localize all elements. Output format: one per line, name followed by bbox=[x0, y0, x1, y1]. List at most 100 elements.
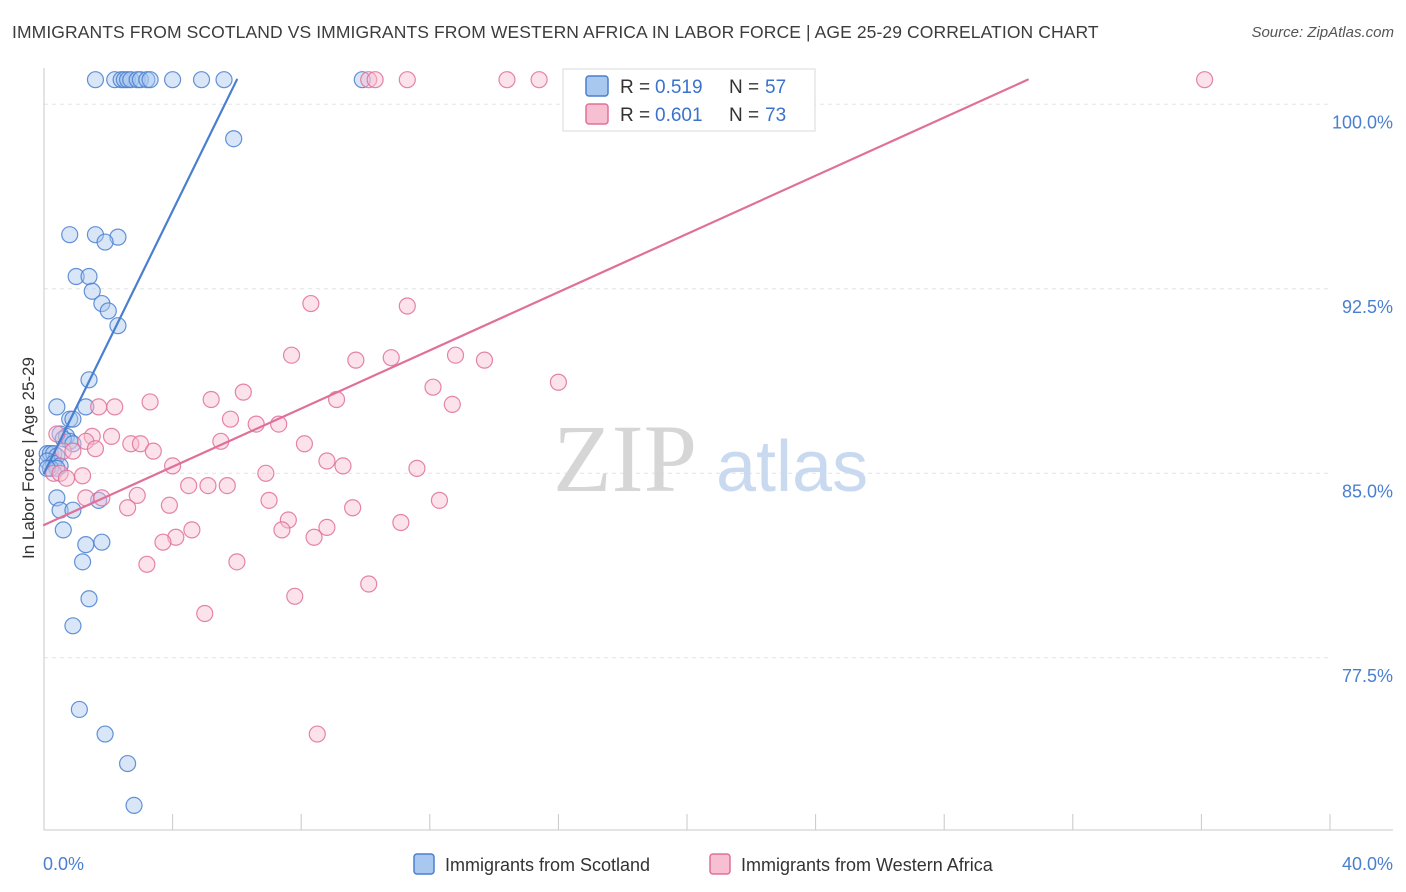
western-africa-point bbox=[180, 476, 198, 495]
western-africa-point bbox=[167, 528, 185, 546]
western-africa-point bbox=[257, 464, 275, 482]
stats-swatch-western-africa bbox=[585, 103, 609, 125]
western-africa-point bbox=[154, 533, 172, 551]
western-africa-point bbox=[64, 442, 82, 460]
western-africa-point bbox=[430, 491, 449, 509]
trend-layer bbox=[42, 78, 1029, 527]
western-africa-point bbox=[424, 378, 442, 396]
y-tick-label: 77.5% bbox=[1342, 666, 1393, 686]
scotland-point bbox=[64, 617, 82, 635]
western-africa-point bbox=[102, 427, 121, 445]
grid-layer bbox=[44, 103, 1330, 659]
western-africa-point bbox=[138, 555, 156, 573]
scotland-point bbox=[118, 754, 137, 773]
scotland-point bbox=[73, 553, 92, 571]
legend-swatch-scotland bbox=[413, 853, 435, 875]
western-africa-point bbox=[128, 486, 146, 505]
western-africa-point bbox=[334, 457, 352, 475]
western-africa-point bbox=[1196, 71, 1214, 89]
stats-r-value-scotland: 0.519 bbox=[655, 77, 703, 98]
x-tick-label: 0.0% bbox=[43, 854, 84, 874]
watermark-zip: ZIP bbox=[553, 405, 697, 512]
y-tick-label: 100.0% bbox=[1332, 112, 1393, 132]
scotland-point bbox=[77, 398, 95, 416]
western-africa-point bbox=[122, 435, 140, 453]
western-africa-point bbox=[118, 499, 137, 517]
y-tick-label: 85.0% bbox=[1342, 481, 1393, 501]
scotland-point bbox=[93, 533, 111, 551]
scotland-point bbox=[109, 228, 127, 246]
western-africa-trend-line bbox=[42, 78, 1029, 527]
stats-swatch-scotland bbox=[585, 75, 609, 97]
legend-label-scotland: Immigrants from Scotland bbox=[445, 855, 650, 875]
scotland-point bbox=[70, 700, 88, 719]
stats-n-label-scotland: N = bbox=[729, 77, 759, 98]
western-africa-point bbox=[196, 604, 214, 623]
x-tick-label: 40.0% bbox=[1342, 854, 1393, 874]
scotland-point bbox=[353, 71, 371, 89]
stats-legend: R = 0.519 N = 57 R = 0.601 N = 73 bbox=[562, 68, 816, 132]
western-africa-point bbox=[57, 469, 76, 487]
western-africa-point bbox=[86, 440, 105, 458]
western-africa-point bbox=[382, 349, 400, 367]
scotland-point bbox=[54, 521, 72, 539]
stats-r-label-scotland: R = bbox=[620, 77, 650, 98]
axis-layer: 100.0% 92.5% 85.0% 77.5% 0.0% 40.0% bbox=[43, 68, 1393, 874]
western-africa-point bbox=[366, 71, 384, 89]
western-africa-point bbox=[302, 294, 320, 313]
western-africa-point bbox=[392, 513, 410, 532]
western-africa-point bbox=[549, 373, 568, 391]
stats-n-value-scotland: 57 bbox=[765, 77, 786, 98]
y-tick-label: 92.5% bbox=[1342, 297, 1393, 317]
stats-r-value-western-africa: 0.601 bbox=[655, 105, 703, 126]
western-africa-point bbox=[398, 71, 416, 89]
scotland-point bbox=[96, 233, 114, 251]
western-africa-point bbox=[308, 725, 326, 743]
western-africa-point bbox=[347, 351, 365, 369]
western-africa-point bbox=[446, 346, 465, 364]
western-africa-point bbox=[199, 476, 217, 495]
scotland-point bbox=[215, 71, 233, 89]
scotland-point bbox=[125, 796, 143, 814]
western-africa-point bbox=[398, 297, 416, 315]
western-africa-point bbox=[260, 491, 278, 509]
stats-n-label-western-africa: N = bbox=[729, 105, 759, 126]
western-africa-point bbox=[160, 496, 178, 514]
scotland-point bbox=[67, 267, 85, 286]
western-africa-point bbox=[221, 410, 240, 428]
western-africa-point bbox=[282, 346, 301, 364]
scotland-point bbox=[83, 282, 101, 300]
western-africa-point bbox=[73, 467, 92, 485]
western-africa-point bbox=[131, 435, 150, 453]
scotland-trend-line bbox=[42, 78, 238, 475]
legend-swatch-western-africa bbox=[709, 853, 731, 875]
scotland-point bbox=[48, 398, 66, 416]
scotland-point bbox=[99, 302, 117, 320]
western-africa-point bbox=[295, 435, 314, 453]
chart-title: IMMIGRANTS FROM SCOTLAND VS IMMIGRANTS F… bbox=[12, 22, 1099, 42]
western-africa-point bbox=[318, 452, 336, 470]
western-africa-point bbox=[344, 499, 362, 517]
scotland-point bbox=[96, 725, 114, 743]
western-africa-point bbox=[318, 518, 336, 537]
western-africa-point bbox=[305, 528, 323, 546]
western-africa-point bbox=[202, 390, 220, 409]
scotland-point bbox=[225, 130, 243, 148]
western-africa-point bbox=[234, 383, 252, 401]
stats-r-label-western-africa: R = bbox=[620, 105, 650, 126]
scotland-point bbox=[86, 71, 105, 89]
source-label: Source: ZipAtlas.com bbox=[1251, 24, 1394, 41]
western-africa-point bbox=[360, 575, 378, 593]
scotland-point bbox=[192, 71, 211, 89]
western-africa-point bbox=[228, 553, 246, 571]
watermark-atlas: atlas bbox=[716, 427, 868, 507]
scotland-point bbox=[77, 536, 95, 554]
scotland-point bbox=[80, 590, 98, 608]
western-africa-point bbox=[144, 442, 162, 460]
western-africa-point bbox=[218, 476, 236, 495]
bottom-legend: Immigrants from Scotland Immigrants from… bbox=[413, 853, 994, 875]
western-africa-point bbox=[279, 511, 297, 529]
western-africa-point bbox=[45, 464, 63, 482]
western-africa-point bbox=[141, 393, 159, 411]
